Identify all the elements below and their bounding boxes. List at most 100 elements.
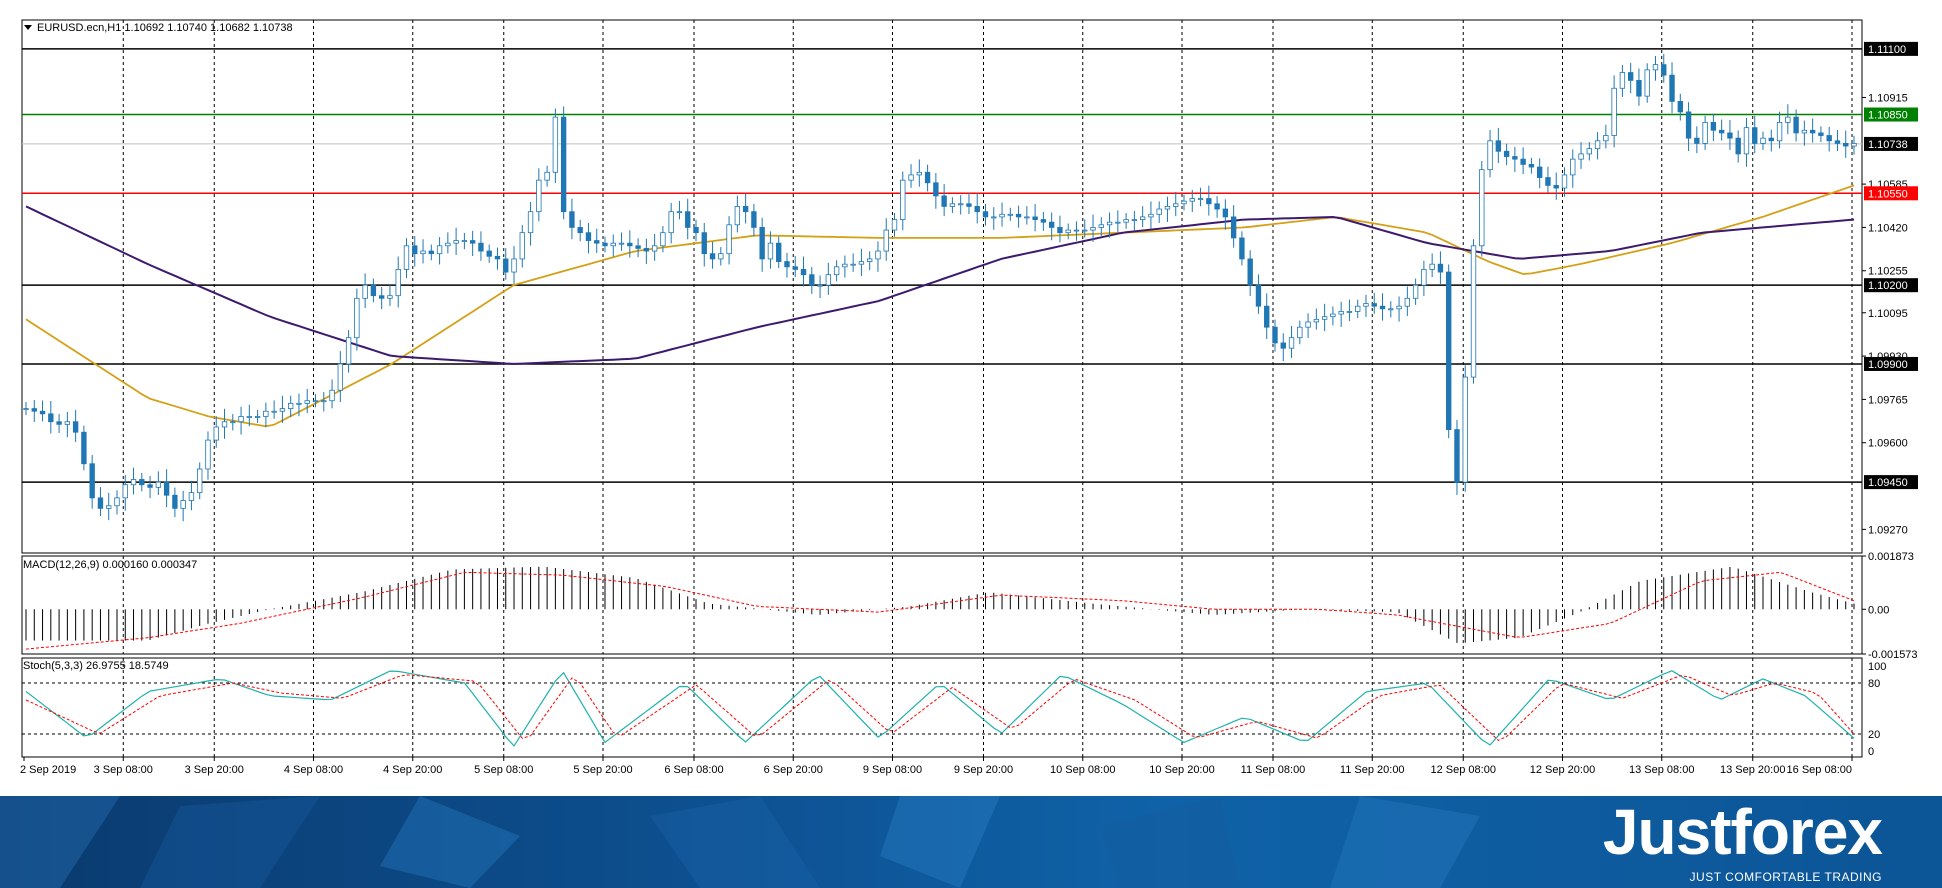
brand-logo: Justforex JUST COMFORTABLE TRADING bbox=[1552, 800, 1883, 884]
candle-body bbox=[337, 363, 343, 391]
candle-body bbox=[180, 500, 186, 509]
candle-body bbox=[1024, 216, 1030, 219]
candle-body bbox=[1098, 224, 1104, 228]
candle-body bbox=[1454, 429, 1460, 483]
x-tick-label: 12 Sep 20:00 bbox=[1530, 764, 1595, 776]
x-tick-label: 4 Sep 08:00 bbox=[284, 764, 343, 776]
candle-body bbox=[883, 229, 889, 252]
candle-body bbox=[1512, 156, 1518, 160]
candle-body bbox=[1214, 203, 1220, 210]
candle-body bbox=[1718, 129, 1725, 134]
candle-body bbox=[1578, 153, 1584, 160]
candle-body bbox=[1437, 263, 1444, 273]
candle-body bbox=[1346, 311, 1353, 313]
stoch-y-label: 80 bbox=[1868, 678, 1880, 690]
candle-body bbox=[139, 479, 145, 486]
level-tag-label: 1.10550 bbox=[1868, 188, 1908, 200]
candle-body bbox=[1330, 313, 1336, 318]
candle-body bbox=[230, 421, 236, 424]
x-tick-label: 5 Sep 08:00 bbox=[474, 764, 533, 776]
candle-body bbox=[395, 269, 401, 297]
candle-body bbox=[916, 171, 923, 176]
y-tick-label: 1.10255 bbox=[1868, 266, 1908, 278]
candle-body bbox=[767, 242, 774, 260]
y-tick-label: 1.10095 bbox=[1868, 308, 1908, 320]
y-tick-label: 1.10420 bbox=[1868, 222, 1908, 234]
candle-body bbox=[1851, 143, 1857, 147]
candle-body bbox=[155, 481, 162, 488]
candle-body bbox=[742, 206, 749, 213]
x-tick-label: 10 Sep 08:00 bbox=[1050, 764, 1115, 776]
x-tick-label: 13 Sep 08:00 bbox=[1629, 764, 1694, 776]
candle-body bbox=[974, 206, 980, 213]
candle-body bbox=[478, 242, 484, 252]
candle-body bbox=[817, 284, 823, 287]
candle-body bbox=[1462, 376, 1468, 483]
level-tag bbox=[1864, 278, 1918, 293]
candle-body bbox=[1479, 169, 1485, 247]
candle-body bbox=[453, 240, 459, 244]
candle-body bbox=[428, 250, 434, 255]
candle-body bbox=[329, 389, 335, 402]
candle-body bbox=[1446, 271, 1452, 430]
candle-body bbox=[776, 242, 782, 262]
x-tick-label: 12 Sep 08:00 bbox=[1431, 764, 1496, 776]
collapse-triangle-icon[interactable] bbox=[24, 25, 32, 30]
x-tick-label: 2 Sep 2019 bbox=[20, 764, 76, 776]
candle-body bbox=[511, 258, 517, 273]
candle-body bbox=[651, 245, 658, 252]
candle-body bbox=[751, 211, 757, 228]
candle-body bbox=[734, 206, 741, 226]
candle-body bbox=[519, 232, 525, 260]
y-tick-label: 1.10915 bbox=[1868, 92, 1908, 104]
candle-body bbox=[1776, 121, 1783, 142]
candle-body bbox=[1421, 269, 1427, 286]
candle-body bbox=[1801, 129, 1808, 134]
candle-body bbox=[1189, 198, 1195, 202]
current-price-tag bbox=[1864, 136, 1918, 151]
trading-chart: 1.092701.096001.097651.099301.100951.102… bbox=[20, 19, 1918, 776]
macd-y-label: 0.00 bbox=[1868, 604, 1889, 616]
candle-body bbox=[1280, 342, 1286, 349]
candle-body bbox=[1818, 132, 1824, 136]
candle-body bbox=[1197, 198, 1204, 200]
candle-body bbox=[552, 116, 559, 173]
candle-body bbox=[602, 242, 608, 247]
stoch-label: Stoch(5,3,3) 26.9755 18.5749 bbox=[23, 660, 169, 672]
candle-body bbox=[1073, 229, 1080, 232]
candle-body bbox=[1396, 305, 1402, 310]
candle-body bbox=[908, 174, 914, 181]
candle-body bbox=[1181, 200, 1187, 205]
candle-body bbox=[949, 203, 956, 207]
candle-body bbox=[304, 400, 310, 404]
candle-body bbox=[486, 250, 492, 257]
candle-body bbox=[403, 245, 410, 270]
candle-body bbox=[494, 255, 501, 260]
candle-body bbox=[197, 468, 203, 494]
candle-body bbox=[900, 179, 906, 220]
candle-body bbox=[1131, 219, 1138, 221]
candle-body bbox=[842, 263, 848, 268]
candle-body bbox=[957, 203, 964, 206]
macd-label: MACD(12,26,9) 0.000160 0.000347 bbox=[23, 559, 197, 571]
x-tick-label: 3 Sep 08:00 bbox=[94, 764, 153, 776]
y-tick-label: 1.09765 bbox=[1868, 394, 1908, 406]
macd-signal-line bbox=[25, 571, 1855, 650]
candle-body bbox=[1570, 158, 1576, 176]
candle-body bbox=[1710, 121, 1717, 131]
candle-body bbox=[345, 337, 352, 365]
candle-body bbox=[1661, 64, 1667, 76]
candle-body bbox=[1685, 111, 1692, 139]
candle-body bbox=[296, 402, 302, 405]
candle-body bbox=[1007, 213, 1013, 216]
candle-body bbox=[850, 263, 856, 266]
candle-body bbox=[503, 258, 509, 273]
candle-body bbox=[205, 439, 211, 470]
x-tick-label: 10 Sep 20:00 bbox=[1149, 764, 1214, 776]
candle-body bbox=[685, 211, 691, 228]
candle-body bbox=[1785, 116, 1791, 123]
candle-body bbox=[1288, 337, 1295, 349]
level-tag bbox=[1864, 41, 1918, 56]
candle-body bbox=[1048, 221, 1055, 228]
candle-body bbox=[594, 240, 600, 244]
